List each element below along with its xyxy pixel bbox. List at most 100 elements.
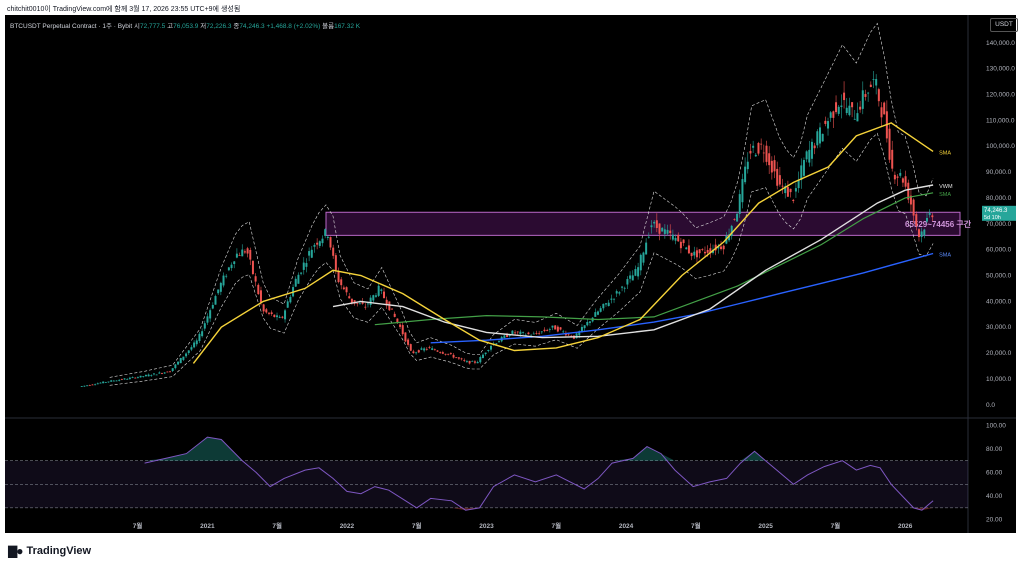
candle-body — [917, 229, 920, 238]
candle-body — [91, 384, 94, 386]
candle-body — [436, 350, 439, 352]
candle-body — [332, 247, 335, 256]
candle-body — [519, 331, 522, 335]
rsi-line — [144, 436, 934, 511]
candle-body — [321, 238, 324, 244]
candle-body — [789, 188, 792, 193]
candle-body — [294, 278, 297, 287]
candle-body — [206, 316, 209, 323]
candle-body — [468, 360, 471, 364]
candle-body — [166, 371, 169, 373]
candle-body — [302, 262, 305, 270]
candle-body — [634, 269, 637, 276]
candle-body — [642, 252, 645, 263]
candle-body — [717, 246, 720, 249]
candle-body — [163, 372, 166, 374]
candle-body — [733, 218, 736, 220]
rsi-tick-label: 80.00 — [986, 446, 1003, 453]
candle-body — [508, 335, 511, 337]
candle-body — [538, 333, 541, 335]
currency-button[interactable]: USDT — [990, 18, 1018, 32]
y-tick-label: 110,000.0 — [986, 117, 1015, 124]
price-tag-value: 74,246.3 — [984, 208, 1008, 214]
price-chart[interactable]: 140,000.0 130,000.0 120,000.0 110,000.0 100,… — [5, 15, 1016, 533]
candle-body — [875, 79, 878, 86]
candle-body — [720, 246, 723, 250]
candle-body — [709, 248, 712, 254]
candle-body — [169, 371, 172, 373]
candle-body — [813, 145, 816, 149]
candle-body — [746, 161, 749, 170]
candle-body — [476, 361, 479, 364]
candle-body — [238, 254, 241, 256]
candle-body — [134, 377, 137, 379]
candle-body — [230, 264, 233, 269]
candle-body — [931, 215, 934, 218]
candle-body — [356, 302, 359, 304]
candle-body — [310, 249, 313, 258]
candle-body — [246, 248, 249, 254]
candle-body — [904, 176, 907, 187]
candle-body — [784, 186, 787, 194]
zone-label: 65529~74456 구간 — [905, 219, 972, 229]
candle-body — [342, 287, 345, 290]
candle-body — [744, 166, 747, 183]
candle-body — [610, 298, 613, 300]
candle-body — [824, 120, 827, 124]
x-tick-label: 7월 — [412, 521, 422, 530]
candle-body — [251, 260, 254, 274]
y-tick-label: 60,000.0 — [986, 247, 1012, 254]
candle-body — [144, 374, 147, 377]
x-tick-label: 2026 — [898, 523, 913, 530]
candle-body — [209, 310, 212, 319]
candle-body — [233, 261, 236, 265]
candle-body — [851, 102, 854, 108]
candle-body — [235, 253, 238, 258]
candle-body — [896, 176, 899, 178]
candle-body — [388, 301, 391, 311]
candle-body — [222, 275, 225, 286]
candle-body — [535, 333, 538, 334]
candle-body — [602, 303, 605, 309]
candle-body — [284, 310, 287, 320]
candle-body — [923, 229, 926, 236]
candle-body — [626, 279, 629, 285]
candle-body — [128, 377, 131, 379]
candle-body — [123, 378, 126, 380]
candle-body — [821, 133, 824, 142]
candle-body — [856, 113, 859, 122]
candle-body — [441, 352, 444, 354]
candle-body — [484, 352, 487, 355]
brand-name: TradingView — [26, 545, 92, 557]
candle-body — [171, 368, 174, 372]
candle-body — [152, 373, 155, 375]
candle-body — [431, 348, 434, 350]
candle-body — [142, 376, 145, 378]
candle-body — [551, 325, 554, 328]
candle-body — [385, 299, 388, 306]
candle-body — [473, 361, 476, 363]
candle-body — [136, 377, 139, 378]
candle-body — [778, 175, 781, 185]
candle-body — [559, 327, 562, 330]
candle-body — [516, 331, 519, 333]
candle-body — [527, 332, 530, 335]
candle-body — [313, 244, 316, 247]
y-tick-label: 80,000.0 — [986, 195, 1012, 202]
candle-body — [586, 321, 589, 326]
candle-body — [364, 306, 367, 308]
candle-body — [278, 316, 281, 318]
candle-body — [701, 249, 704, 250]
candle-body — [190, 347, 193, 350]
candle-body — [703, 251, 706, 254]
candle-body — [358, 303, 361, 305]
candle-body — [543, 329, 546, 332]
candle-body — [348, 296, 351, 299]
y-tick-label: 10,000.0 — [986, 376, 1012, 383]
candle-body — [588, 321, 591, 323]
candle-body — [674, 237, 677, 241]
chart-panel[interactable]: BTCUSDT Perpetual Contract · 1주 · Bybit … — [5, 15, 1018, 533]
candle-body — [728, 234, 731, 241]
candle-body — [546, 330, 549, 331]
candle-body — [423, 348, 426, 351]
